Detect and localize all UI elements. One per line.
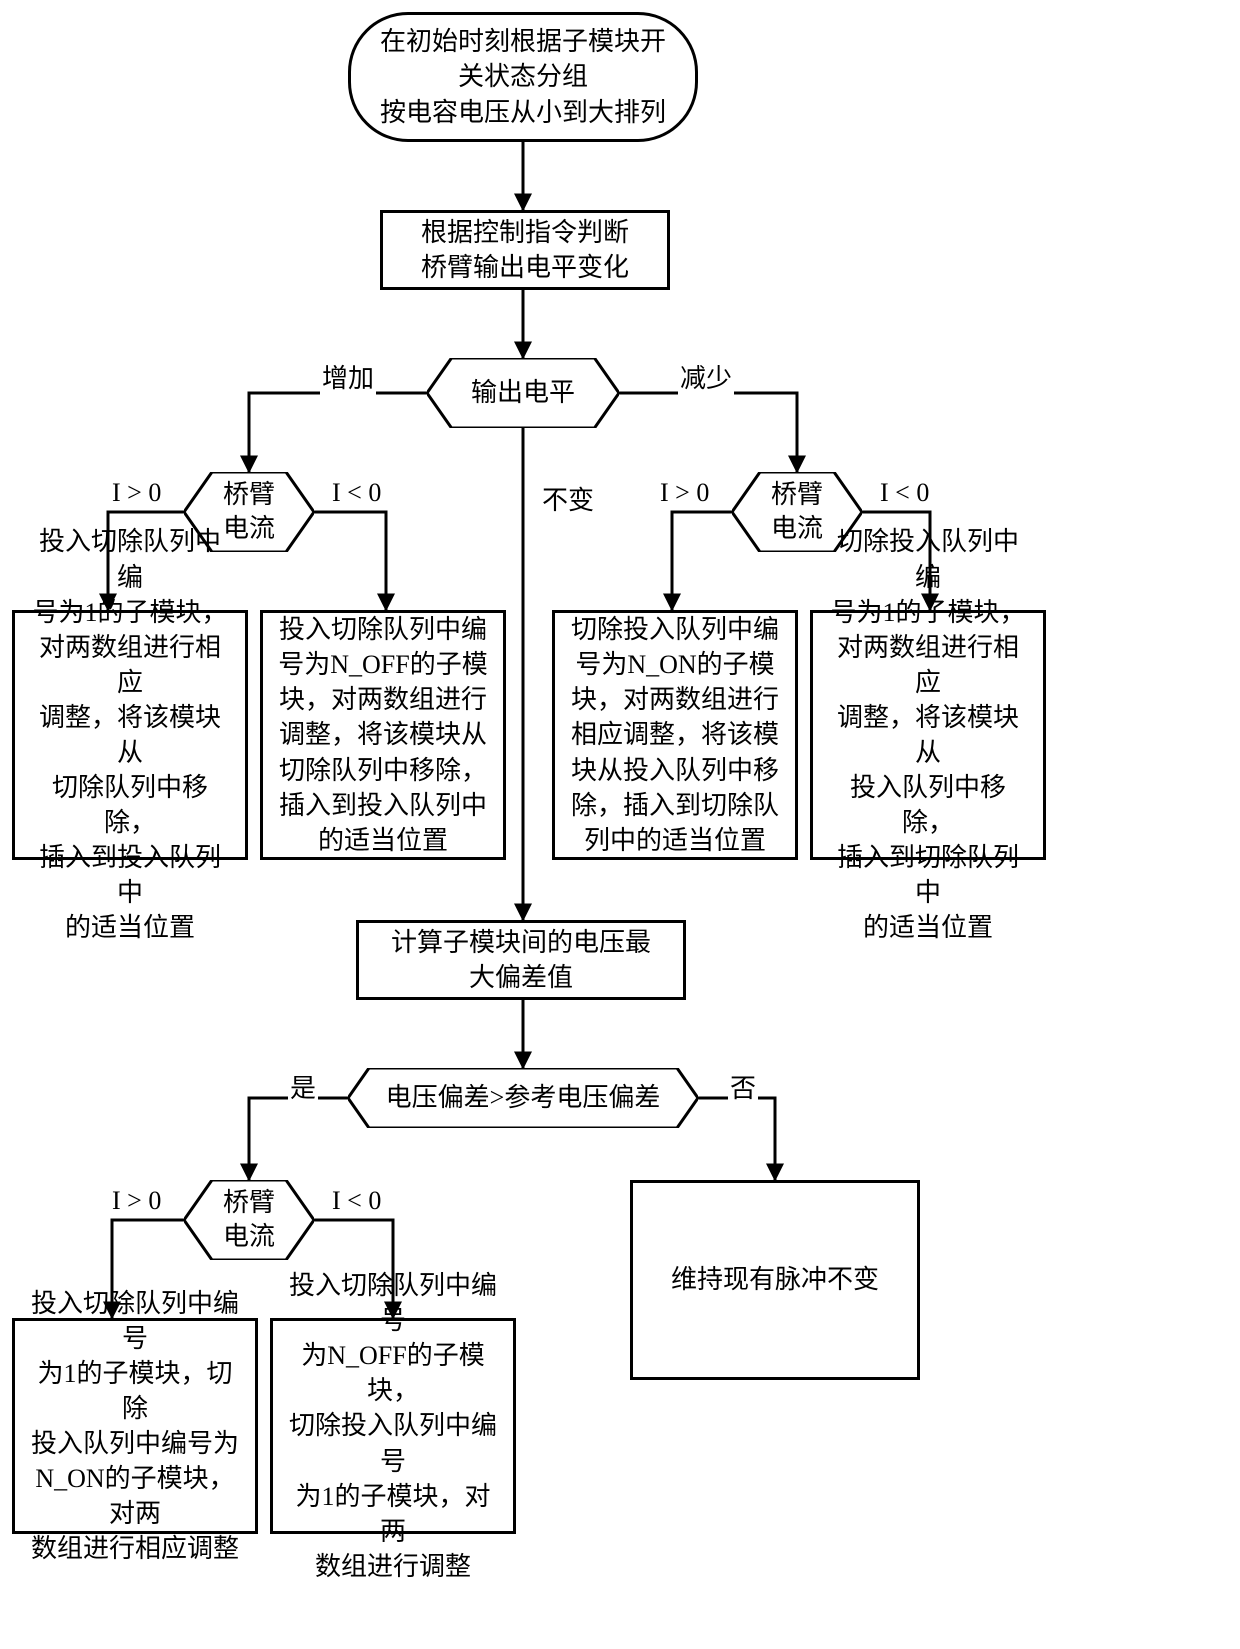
node-label-dec_output: 输出电平: [427, 358, 619, 428]
node-label-act_ll: 投入切除队列中编号为1的子模块，对两数组进行相应调整，将该模块从切除队列中移除，…: [27, 524, 233, 945]
edge-dec_dev-dec_current_bottom: [249, 1098, 348, 1180]
node-label-act_br: 投入切除队列中编号为N_OFF的子模块，切除投入队列中编号为1的子模块，对两数组…: [285, 1268, 501, 1584]
node-act_br: 投入切除队列中编号为N_OFF的子模块，切除投入队列中编号为1的子模块，对两数组…: [270, 1318, 516, 1534]
edge-dec_dev-keep: [698, 1098, 775, 1180]
node-dec_dev: 电压偏差>参考电压偏差: [348, 1068, 698, 1128]
node-label-calc: 计算子模块间的电压最大偏差值: [391, 925, 651, 995]
node-label-start: 在初始时刻根据子模块开关状态分组按电容电压从小到大排列: [380, 24, 666, 129]
edge-dec_output-dec_current_left: [249, 393, 427, 472]
edge-label-yes: 是: [288, 1068, 318, 1105]
node-dec_output: 输出电平: [427, 358, 619, 428]
node-label-dec_dev: 电压偏差>参考电压偏差: [348, 1068, 698, 1128]
node-step1: 根据控制指令判断桥臂输出电平变化: [380, 210, 670, 290]
node-label-act_bl: 投入切除队列中编号为1的子模块，切除投入队列中编号为N_ON的子模块，对两数组进…: [27, 1286, 243, 1567]
node-label-step1: 根据控制指令判断桥臂输出电平变化: [421, 215, 629, 285]
edge-label-dec: 减少: [678, 358, 734, 395]
node-calc: 计算子模块间的电压最大偏差值: [356, 920, 686, 1000]
node-act_bl: 投入切除队列中编号为1的子模块，切除投入队列中编号为N_ON的子模块，对两数组进…: [12, 1318, 258, 1534]
node-dec_current_bottom: 桥臂电流: [184, 1180, 314, 1260]
edge-dec_current_right-act_rl: [672, 512, 732, 610]
edge-label-i_gt0_l: I > 0: [110, 478, 163, 508]
flowchart-canvas: 在初始时刻根据子模块开关状态分组按电容电压从小到大排列根据控制指令判断桥臂输出电…: [0, 0, 1240, 1649]
edge-label-i_lt0_l: I < 0: [330, 478, 383, 508]
edge-dec_output-dec_current_right: [619, 393, 797, 472]
edge-label-inc: 增加: [320, 358, 376, 395]
node-label-keep: 维持现有脉冲不变: [671, 1262, 879, 1297]
node-label-act_rr: 切除投入队列中编号为1的子模块，对两数组进行相应调整，将该模块从投入队列中移除，…: [825, 524, 1031, 945]
node-act_lr: 投入切除队列中编号为N_OFF的子模块，对两数组进行调整，将该模块从切除队列中移…: [260, 610, 506, 860]
edge-label-no: 否: [728, 1068, 758, 1105]
node-act_rl: 切除投入队列中编号为N_ON的子模块，对两数组进行相应调整，将该模块从投入队列中…: [552, 610, 798, 860]
edge-label-i_lt0_b: I < 0: [330, 1186, 383, 1216]
node-start: 在初始时刻根据子模块开关状态分组按电容电压从小到大排列: [348, 12, 698, 142]
node-keep: 维持现有脉冲不变: [630, 1180, 920, 1380]
node-label-act_lr: 投入切除队列中编号为N_OFF的子模块，对两数组进行调整，将该模块从切除队列中移…: [278, 612, 487, 858]
node-label-dec_current_bottom: 桥臂电流: [184, 1180, 314, 1260]
node-act_rr: 切除投入队列中编号为1的子模块，对两数组进行相应调整，将该模块从投入队列中移除，…: [810, 610, 1046, 860]
edge-label-i_lt0_r: I < 0: [878, 478, 931, 508]
edge-dec_current_left-act_lr: [314, 512, 386, 610]
edge-label-same: 不变: [540, 480, 596, 517]
node-act_ll: 投入切除队列中编号为1的子模块，对两数组进行相应调整，将该模块从切除队列中移除，…: [12, 610, 248, 860]
node-label-act_rl: 切除投入队列中编号为N_ON的子模块，对两数组进行相应调整，将该模块从投入队列中…: [571, 612, 779, 858]
edge-label-i_gt0_r: I > 0: [658, 478, 711, 508]
edge-label-i_gt0_b: I > 0: [110, 1186, 163, 1216]
